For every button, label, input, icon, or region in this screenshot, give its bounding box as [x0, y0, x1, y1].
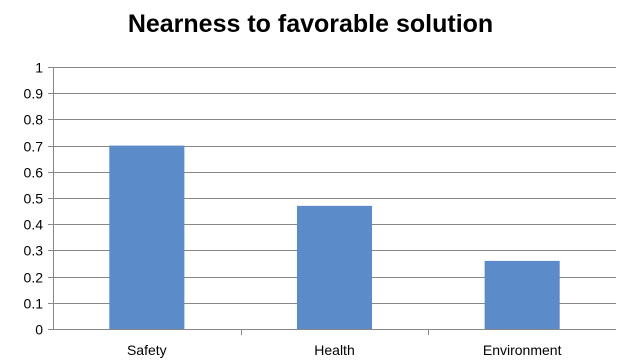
x-tick-label: Environment [483, 342, 562, 358]
chart-title: Nearness to favorable solution [127, 10, 494, 38]
y-tick-label: 0.9 [24, 86, 44, 102]
y-tick-labels: 0 0.1 0.2 0.3 0.4 0.5 0.6 0.7 0.8 0.9 1 [24, 60, 44, 338]
axes [48, 67, 616, 335]
y-tick-label: 0.6 [24, 165, 44, 181]
y-tick-label: 0.8 [24, 112, 44, 128]
x-tick-label: Safety [127, 342, 167, 358]
y-tick-label: 0.7 [24, 139, 44, 155]
y-tick-label: 0 [35, 322, 43, 338]
y-tick-label: 1 [35, 60, 43, 76]
bar-safety [109, 145, 185, 329]
y-tick-label: 0.5 [24, 191, 44, 207]
y-tick-label: 0.3 [24, 243, 44, 259]
bars [109, 145, 560, 329]
bar-environment [484, 260, 560, 329]
x-tick-label: Health [314, 342, 354, 358]
y-tick-label: 0.2 [24, 270, 44, 286]
y-tick-label: 0.1 [24, 296, 44, 312]
x-tick-labels: Safety Health Environment [127, 342, 562, 358]
y-tick-label: 0.4 [24, 217, 44, 233]
bar-health [296, 205, 373, 329]
